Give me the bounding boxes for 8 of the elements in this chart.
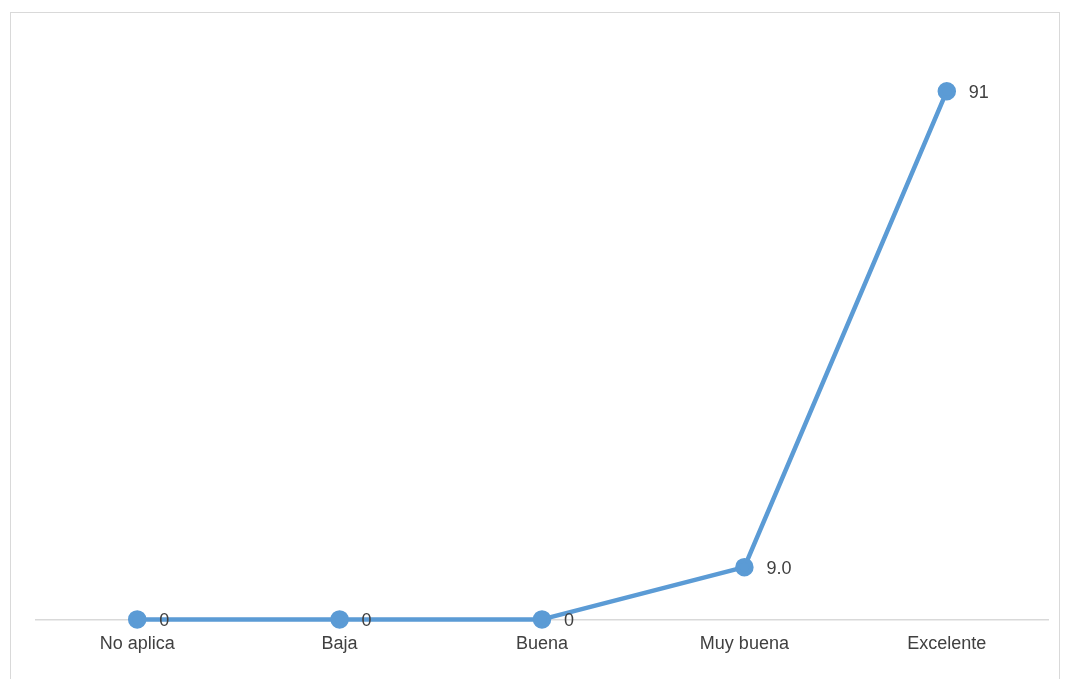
x-tick-label: No aplica <box>99 633 176 654</box>
x-tick-label: Excelente <box>907 633 987 654</box>
data-label: 0 <box>564 610 575 631</box>
x-tick-label: Buena <box>515 633 570 654</box>
x-tick-label: Muy buena <box>699 633 790 654</box>
data-label: 9.0 <box>766 558 792 579</box>
x-tick-label: Baja <box>321 633 359 654</box>
data-label: 91 <box>968 82 989 103</box>
